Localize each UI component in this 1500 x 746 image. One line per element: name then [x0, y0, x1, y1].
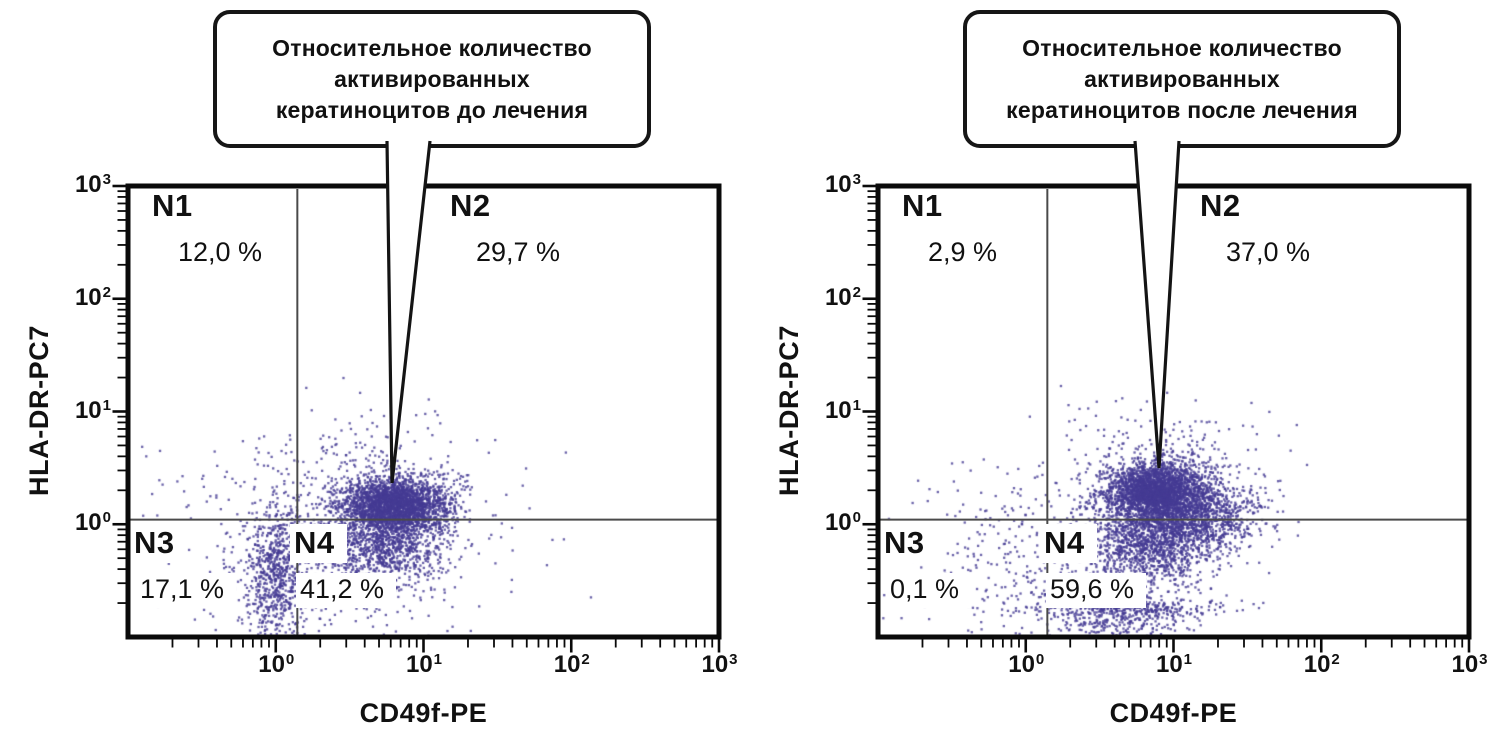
y-tick-label: 102: [74, 283, 111, 311]
callout-line: кератиноцитов после лечения: [1006, 96, 1358, 123]
y-axis-label: HLA-DR-PC7: [774, 325, 804, 496]
panel-before-treatment: Относительное количество активированных …: [24, 10, 738, 728]
callout-after-treatment: Относительное количество активированных …: [963, 10, 1401, 148]
quadrant-label-n3: N3 17,1 %: [130, 524, 237, 608]
x-axis-label: CD49f-PE: [359, 698, 488, 728]
quadrant-name: N1: [152, 188, 193, 223]
quadrant-name: N1: [902, 188, 943, 223]
callout-line: активированных: [1084, 65, 1280, 92]
quadrant-percentage: 0,1 %: [886, 573, 972, 608]
quadrant-label-n2: N2 29,7 %: [450, 188, 560, 268]
quadrant-name: N4: [1040, 524, 1097, 563]
callout-text: Относительное количество активированных …: [272, 33, 592, 126]
quadrant-percentage: 29,7 %: [476, 237, 561, 267]
panel-after-treatment: Относительное количество активированных …: [750, 0, 1500, 746]
x-axis-label: CD49f-PE: [1109, 698, 1238, 728]
quadrant-name: N2: [1200, 188, 1241, 223]
quadrant-percentage: 17,1 %: [136, 573, 237, 608]
quadrant-percentage: 37,0 %: [1226, 237, 1311, 267]
callout-line: Относительное количество: [1022, 34, 1342, 61]
y-tick-label: 102: [824, 283, 861, 311]
quadrant-label-n3: N3 0,1 %: [880, 524, 972, 608]
quadrant-name: N2: [450, 188, 491, 223]
quadrant-percentage: 59,6 %: [1046, 573, 1147, 608]
y-tick-label: 103: [74, 171, 111, 198]
y-tick-label: 101: [74, 396, 111, 424]
x-tick-label: 102: [1303, 651, 1340, 678]
y-tick-label: 101: [824, 396, 861, 424]
quadrant-percentage: 41,2 %: [296, 573, 397, 608]
quadrant-name: N4: [290, 524, 347, 563]
quadrant-name: N3: [130, 524, 187, 563]
x-tick-label: 103: [701, 651, 738, 678]
y-axis-label: HLA-DR-PC7: [24, 325, 54, 496]
callout-line: Относительное количество: [272, 34, 592, 61]
callout-line: активированных: [334, 65, 530, 92]
x-tick-label: 103: [1451, 651, 1488, 678]
y-tick-label: 100: [824, 509, 861, 537]
x-tick-label: 102: [553, 651, 590, 678]
quadrant-percentage: 12,0 %: [178, 237, 263, 267]
quadrant-label-n4: N4 41,2 %: [290, 524, 397, 608]
x-tick-label: 100: [258, 651, 295, 678]
x-tick-label: 101: [1155, 651, 1193, 678]
quadrant-label-n4: N4 59,6 %: [1040, 524, 1147, 608]
quadrant-percentage: 2,9 %: [928, 237, 998, 267]
x-tick-label: 100: [1008, 651, 1045, 678]
callout-text: Относительное количество активированных …: [1006, 33, 1358, 126]
y-tick-label: 103: [824, 171, 861, 198]
callout-line: кератиноцитов до лечения: [275, 96, 589, 123]
quadrant-name: N3: [880, 524, 937, 563]
y-tick-label: 100: [74, 509, 111, 537]
quadrant-label-n1: N1 2,9 %: [902, 188, 997, 268]
callout-before-treatment: Относительное количество активированных …: [213, 10, 651, 148]
quadrant-label-n1: N1 12,0 %: [152, 188, 262, 268]
x-tick-label: 101: [405, 651, 443, 678]
quadrant-label-n2: N2 37,0 %: [1200, 188, 1310, 268]
